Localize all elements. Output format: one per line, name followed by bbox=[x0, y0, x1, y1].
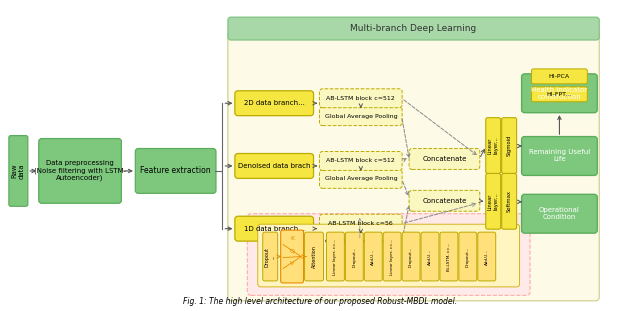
Text: Add,U...: Add,U... bbox=[484, 248, 489, 265]
Text: K: K bbox=[290, 236, 294, 241]
Text: Linear
layer...: Linear layer... bbox=[488, 137, 499, 155]
Text: Global Average Pooling: Global Average Pooling bbox=[324, 239, 397, 244]
Text: Dropout...: Dropout... bbox=[353, 246, 356, 267]
FancyBboxPatch shape bbox=[522, 137, 597, 175]
FancyBboxPatch shape bbox=[522, 194, 597, 233]
Text: Bi-LSTM, c=...: Bi-LSTM, c=... bbox=[447, 242, 451, 271]
FancyBboxPatch shape bbox=[305, 232, 323, 281]
Text: Data preprocessing
(Noise filtering with LSTM-
Autoencoder): Data preprocessing (Noise filtering with… bbox=[34, 160, 126, 181]
FancyBboxPatch shape bbox=[478, 232, 496, 281]
FancyBboxPatch shape bbox=[319, 232, 402, 251]
FancyBboxPatch shape bbox=[383, 232, 401, 281]
Text: Attention: Attention bbox=[312, 245, 317, 268]
Text: 1D data branch...: 1D data branch... bbox=[244, 226, 305, 232]
FancyBboxPatch shape bbox=[402, 232, 420, 281]
Text: 2D data branch...: 2D data branch... bbox=[244, 100, 305, 106]
Text: Multi-branch Deep Learning: Multi-branch Deep Learning bbox=[351, 24, 477, 33]
Text: Q: Q bbox=[290, 248, 294, 253]
Text: Linear layer, c=...: Linear layer, c=... bbox=[333, 238, 337, 275]
FancyBboxPatch shape bbox=[502, 118, 516, 174]
FancyBboxPatch shape bbox=[235, 154, 314, 179]
Text: Softmax: Softmax bbox=[507, 190, 511, 212]
Text: Denoised data brach: Denoised data brach bbox=[238, 163, 310, 169]
FancyBboxPatch shape bbox=[319, 89, 402, 108]
FancyBboxPatch shape bbox=[228, 17, 599, 40]
FancyBboxPatch shape bbox=[532, 87, 588, 102]
Text: Dropout
...: Dropout ... bbox=[265, 247, 276, 267]
Text: Linear
layer...: Linear layer... bbox=[488, 193, 499, 210]
Text: Concatenate: Concatenate bbox=[422, 156, 467, 162]
Text: Concatenate: Concatenate bbox=[422, 198, 467, 204]
FancyBboxPatch shape bbox=[346, 232, 364, 281]
FancyBboxPatch shape bbox=[319, 214, 402, 233]
Text: Add,U...: Add,U... bbox=[371, 248, 375, 265]
FancyBboxPatch shape bbox=[39, 139, 122, 203]
FancyBboxPatch shape bbox=[235, 91, 314, 116]
FancyBboxPatch shape bbox=[258, 224, 520, 287]
Text: Dropout...: Dropout... bbox=[409, 246, 413, 267]
FancyBboxPatch shape bbox=[235, 216, 314, 241]
Text: AB-LSTM block c=512: AB-LSTM block c=512 bbox=[326, 159, 395, 164]
FancyBboxPatch shape bbox=[326, 232, 344, 281]
FancyBboxPatch shape bbox=[409, 149, 480, 169]
FancyBboxPatch shape bbox=[440, 232, 458, 281]
Text: Remaining Useful
Life: Remaining Useful Life bbox=[529, 150, 590, 163]
FancyBboxPatch shape bbox=[502, 174, 516, 229]
FancyBboxPatch shape bbox=[459, 232, 477, 281]
Text: Global Average Pooling: Global Average Pooling bbox=[324, 114, 397, 119]
FancyBboxPatch shape bbox=[486, 174, 500, 229]
FancyBboxPatch shape bbox=[319, 107, 402, 126]
Text: Health indicator
construction: Health indicator construction bbox=[531, 87, 588, 100]
FancyBboxPatch shape bbox=[364, 232, 382, 281]
FancyBboxPatch shape bbox=[247, 214, 530, 295]
FancyBboxPatch shape bbox=[409, 190, 480, 211]
Text: Add,U...: Add,U... bbox=[428, 248, 432, 265]
FancyBboxPatch shape bbox=[486, 118, 500, 174]
FancyBboxPatch shape bbox=[319, 169, 402, 188]
Text: HI-FPT...: HI-FPT... bbox=[547, 92, 572, 97]
Text: Dropout...: Dropout... bbox=[466, 246, 470, 267]
Text: Fig. 1: The high level architecture of our proposed Robust-MBDL model.: Fig. 1: The high level architecture of o… bbox=[183, 297, 457, 306]
Text: Global Average Pooling: Global Average Pooling bbox=[324, 176, 397, 181]
Text: Operational
Condition: Operational Condition bbox=[539, 207, 580, 220]
FancyBboxPatch shape bbox=[263, 232, 278, 281]
Text: V: V bbox=[290, 261, 294, 266]
FancyBboxPatch shape bbox=[281, 230, 303, 283]
Text: Sigmoid: Sigmoid bbox=[507, 135, 511, 156]
Text: Linear layer, c=...: Linear layer, c=... bbox=[390, 238, 394, 275]
FancyBboxPatch shape bbox=[135, 149, 216, 193]
FancyBboxPatch shape bbox=[421, 232, 439, 281]
Text: AB-LSTM block c=512: AB-LSTM block c=512 bbox=[326, 96, 395, 101]
FancyBboxPatch shape bbox=[228, 31, 599, 301]
FancyBboxPatch shape bbox=[532, 69, 588, 84]
Text: Feature extraction: Feature extraction bbox=[140, 166, 211, 175]
FancyBboxPatch shape bbox=[9, 136, 28, 206]
FancyBboxPatch shape bbox=[319, 151, 402, 170]
Text: HI-PCA: HI-PCA bbox=[549, 74, 570, 79]
Text: AB-LSTM block c=56: AB-LSTM block c=56 bbox=[328, 221, 393, 226]
Text: Raw
data: Raw data bbox=[12, 163, 25, 179]
FancyBboxPatch shape bbox=[522, 74, 597, 113]
